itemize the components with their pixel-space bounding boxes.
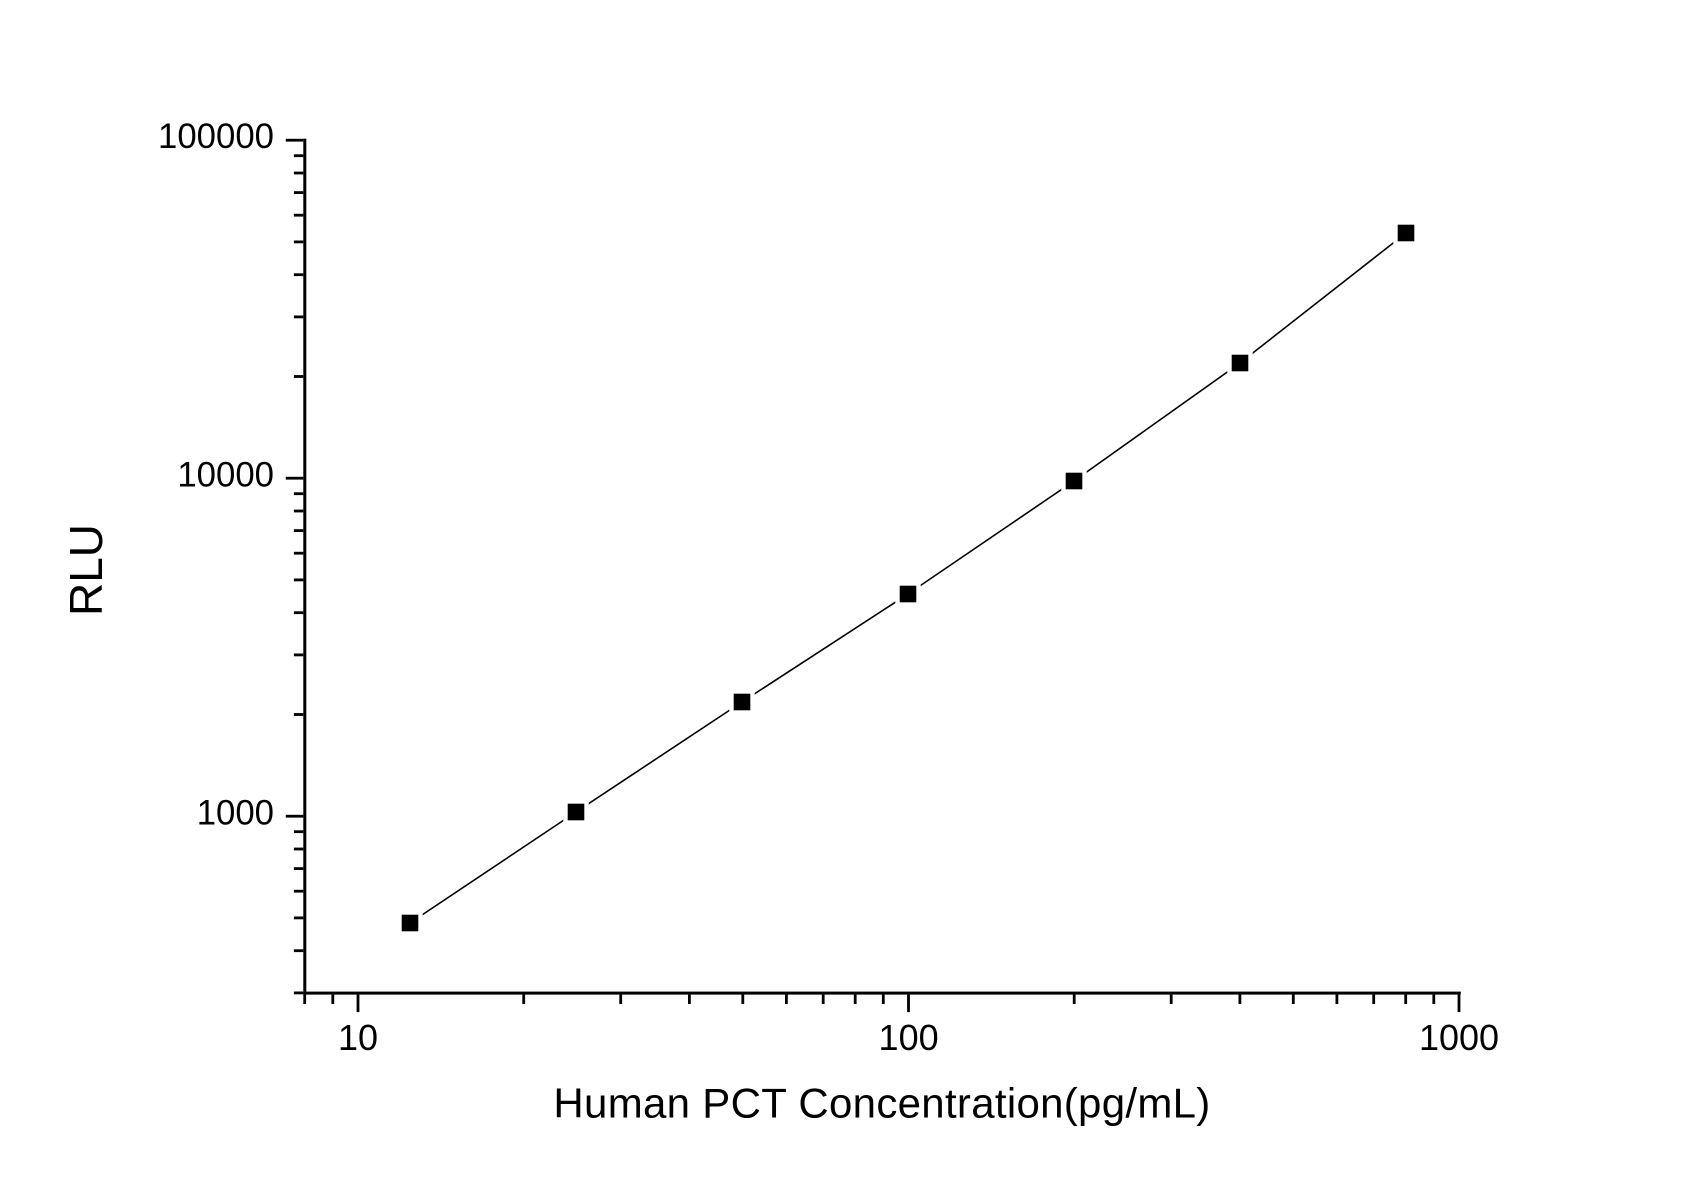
svg-text:10: 10 (338, 1017, 378, 1058)
svg-text:1000: 1000 (197, 794, 274, 832)
svg-text:100: 100 (879, 1017, 939, 1058)
svg-text:RLU: RLU (60, 524, 112, 616)
svg-text:10000: 10000 (177, 456, 274, 494)
svg-text:1000: 1000 (1419, 1017, 1499, 1058)
svg-text:Human PCT Concentration(pg/mL): Human PCT Concentration(pg/mL) (553, 1080, 1210, 1127)
svg-text:100000: 100000 (158, 118, 274, 156)
